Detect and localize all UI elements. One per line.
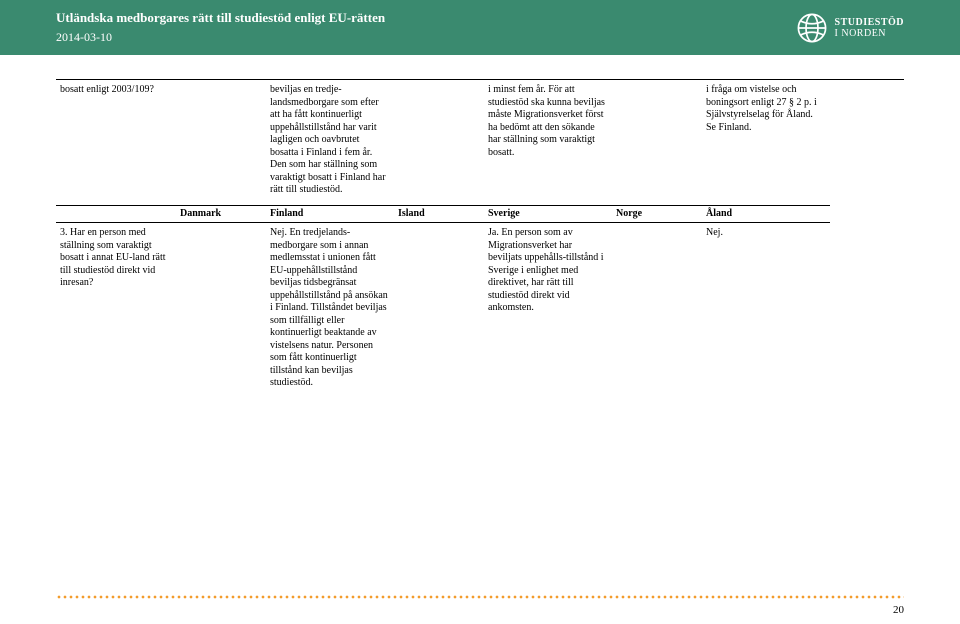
- row1-sverige: i minst fem år. För att studiestöd ska k…: [484, 80, 612, 205]
- hdr-sverige: Sverige: [484, 205, 612, 224]
- page-number: 20: [893, 604, 904, 616]
- table: bosatt enligt 2003/109? beviljas en tred…: [56, 79, 904, 398]
- doc-title: Utländska medborgares rätt till studiest…: [56, 10, 385, 26]
- logo-line1: STUDIESTÖD: [835, 17, 904, 28]
- row2-finland: Nej. En tredjelands-medborgare som i ann…: [266, 223, 394, 398]
- hdr-island: Island: [394, 205, 484, 224]
- row2-question: 3. Har en person med ställning som varak…: [56, 223, 176, 398]
- hdr-blank: [56, 205, 176, 224]
- hdr-norge: Norge: [612, 205, 702, 224]
- hdr-aland: Åland: [702, 205, 830, 224]
- content: bosatt enligt 2003/109? beviljas en tred…: [0, 55, 960, 398]
- header-band: Utländska medborgares rätt till studiest…: [0, 0, 960, 55]
- row1-aland: i fråga om vistelse och boningsort enlig…: [702, 80, 830, 205]
- row2-norge: [612, 223, 702, 398]
- header-right: STUDIESTÖD I NORDEN: [795, 11, 904, 45]
- header-left: Utländska medborgares rätt till studiest…: [56, 10, 385, 45]
- doc-date: 2014-03-10: [56, 30, 385, 45]
- row1-danmark: [176, 80, 266, 205]
- row1-island: [394, 80, 484, 205]
- page: Utländska medborgares rätt till studiest…: [0, 0, 960, 624]
- hdr-danmark: Danmark: [176, 205, 266, 224]
- row1-finland: beviljas en tredje-landsmedborgare som e…: [266, 80, 394, 205]
- row2-aland: Nej.: [702, 223, 830, 398]
- row2-island: [394, 223, 484, 398]
- logo-text: STUDIESTÖD I NORDEN: [835, 17, 904, 39]
- row2-sverige: Ja. En person som av Migrationsverket ha…: [484, 223, 612, 398]
- row1-norge: [612, 80, 702, 205]
- hdr-finland: Finland: [266, 205, 394, 224]
- globe-icon: [795, 11, 829, 45]
- logo-line2: I NORDEN: [835, 28, 904, 39]
- footer-dots: [56, 594, 904, 600]
- row2-danmark: [176, 223, 266, 398]
- row1-question: bosatt enligt 2003/109?: [56, 80, 176, 205]
